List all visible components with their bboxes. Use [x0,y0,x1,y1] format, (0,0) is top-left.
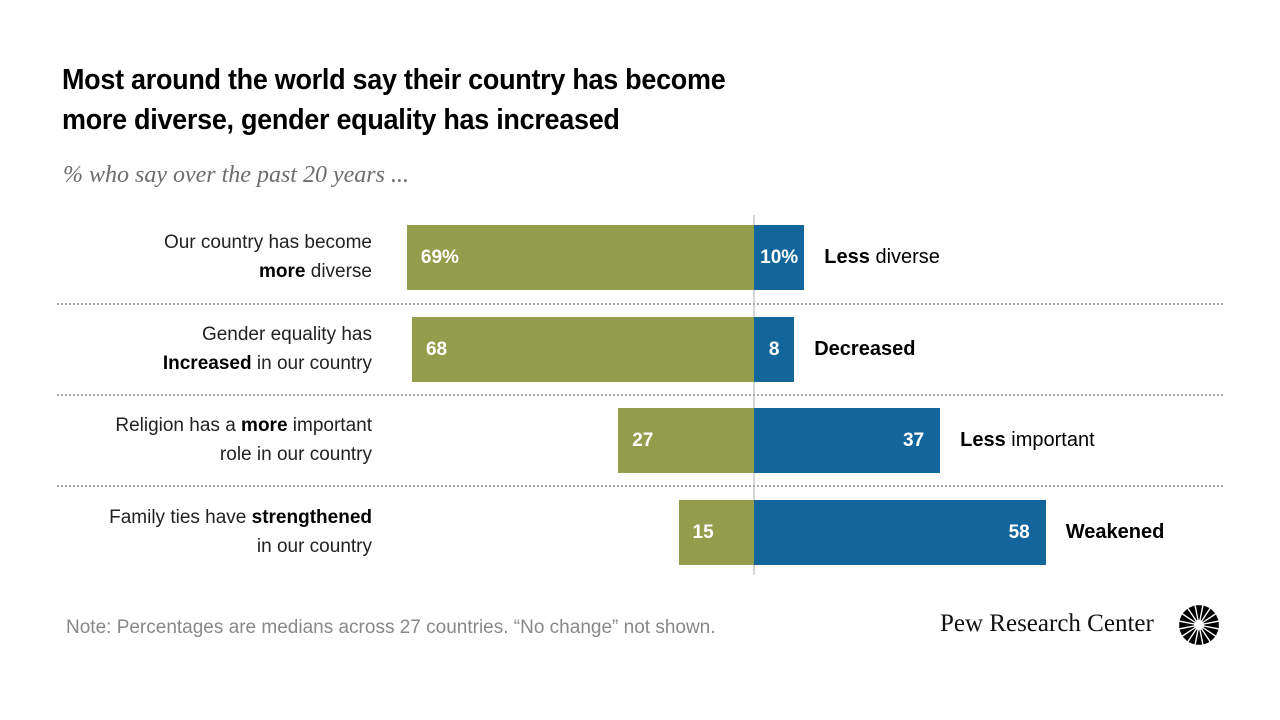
logo-ray [1195,605,1203,621]
row-label: Family ties have strengthened in our coun… [32,503,372,561]
bar-negative-value-label: 8 [768,339,780,360]
logo-ray [1203,626,1219,636]
row-label: Religion has a more important role in our… [32,411,372,469]
bar-negative [754,225,805,290]
row-label-line2-text: in our country [256,536,372,557]
bar-negative [754,317,795,382]
pew-logo-icon [1179,605,1219,645]
logo-ray [1179,614,1195,624]
right-label-rest: diverse [869,246,940,268]
bar-negative-category-label: Less important [960,408,1095,473]
logo-ray [1182,628,1196,642]
row-label-line2: Increased in our country [32,349,372,378]
bar-negative-category-label: Less diverse [824,225,940,290]
row-label-post: important [287,415,372,436]
bar-positive-value-label: 15 [692,522,714,543]
logo-ray [1179,626,1195,636]
logo-ray [1202,628,1216,642]
chart-title-line2: more diverse, gender equality has increa… [62,104,620,136]
row-label-line1: Family ties have strengthened [32,503,372,532]
row-label-pre: Religion has a [115,415,242,436]
footnote: Note: Percentages are medians across 27 … [66,617,716,638]
row-label-line1: Our country has become [32,228,372,257]
chart-title: Most around the world say their country … [62,60,726,140]
right-label-emphasis: Less [824,246,870,268]
row-label-post: in our country [251,353,372,374]
logo-ray [1203,621,1219,629]
row-label-emphasis: more [259,261,306,282]
right-label-emphasis: Weakened [1065,521,1165,543]
logo-ray [1202,608,1216,622]
logo-ray [1203,614,1219,624]
bar-positive [406,225,754,290]
chart-subtitle: % who say over the past 20 years ... [63,162,409,188]
row-label-line2: in our country [32,532,372,561]
bar-positive-value-label: 27 [632,430,654,451]
bar-negative-category-label: Decreased [814,317,915,382]
bar-negative-value-label: 37 [902,430,925,451]
logo-ray [1195,629,1203,645]
row-label-pre: Gender equality has [201,324,372,345]
row-label-line1: Religion has a more important [32,411,372,440]
bar-positive [411,317,754,382]
right-label-rest: important [1005,429,1095,451]
bar-positive [678,500,754,565]
row-separator [57,485,1223,487]
right-label-emphasis: Less [960,429,1006,451]
bar-positive [618,408,754,473]
right-label-emphasis: Decreased [814,338,916,360]
bar-negative-category-label: Weakened [1066,500,1165,565]
logo-ray [1200,605,1210,621]
row-label-line2: more diverse [32,257,372,286]
logo-ray [1188,629,1198,645]
row-label-emphasis: strengthened [251,507,372,528]
chart-title-line1: Most around the world say their country … [62,64,726,96]
row-separator [57,303,1223,305]
bar-negative-value-label: 58 [1008,522,1030,543]
logo-ray [1182,608,1196,622]
row-label-pre: Our country has become [163,232,372,253]
row-separator [57,394,1223,396]
logo-ray [1188,605,1198,621]
row-label-post: diverse [305,261,372,282]
row-label-emphasis: Increased [162,353,252,374]
row-label-emphasis: more [241,415,288,436]
logo-ray [1179,621,1195,629]
bar-positive-value-label: 68 [425,339,448,360]
bar-negative-value-label: 10% [760,247,799,268]
row-label: Gender equality has Increased in our coun… [32,320,372,378]
bar-positive-value-label: 69% [420,247,459,268]
row-label-line2-text: role in our country [219,444,372,465]
logo-ray [1200,629,1210,645]
bar-negative [754,408,941,473]
row-label-line1: Gender equality has [32,320,372,349]
row-label: Our country has become more diverse [32,228,372,286]
row-label-pre: Family ties have [109,507,252,528]
brand-name: Pew Research Center [940,610,1154,637]
row-label-line2: role in our country [32,440,372,469]
bar-negative [754,500,1046,565]
